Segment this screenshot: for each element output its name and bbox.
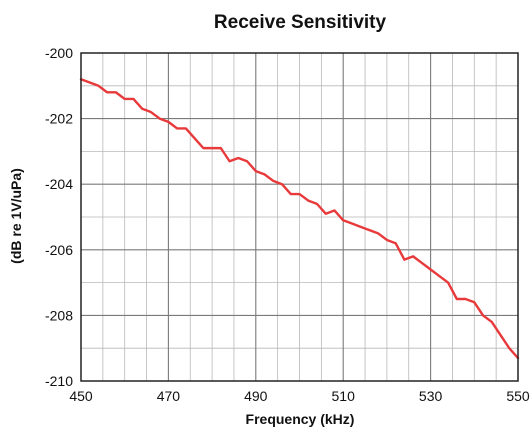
y-tick-label: -210	[45, 373, 73, 389]
x-tick-label: 530	[419, 388, 443, 404]
x-tick-label: 450	[69, 388, 93, 404]
x-axis-label: Frequency (kHz)	[246, 411, 355, 427]
x-tick-label: 470	[157, 388, 181, 404]
y-tick-label: -206	[45, 242, 73, 258]
grid	[81, 53, 518, 381]
y-axis-label: (dB re 1V/uPa)	[8, 168, 24, 264]
y-tick-label: -204	[45, 176, 73, 192]
x-tick-label: 490	[244, 388, 268, 404]
y-tick-label: -202	[45, 111, 73, 127]
x-tick-label: 550	[506, 388, 530, 404]
y-tick-label: -208	[45, 307, 73, 323]
chart-title: Receive Sensitivity	[214, 12, 387, 33]
x-tick-label: 510	[332, 388, 356, 404]
x-tick-labels: 450 470 490 510 530 550	[69, 388, 530, 404]
y-tick-label: -200	[45, 45, 73, 61]
y-tick-labels: -200 -202 -204 -206 -208 -210	[45, 45, 73, 389]
